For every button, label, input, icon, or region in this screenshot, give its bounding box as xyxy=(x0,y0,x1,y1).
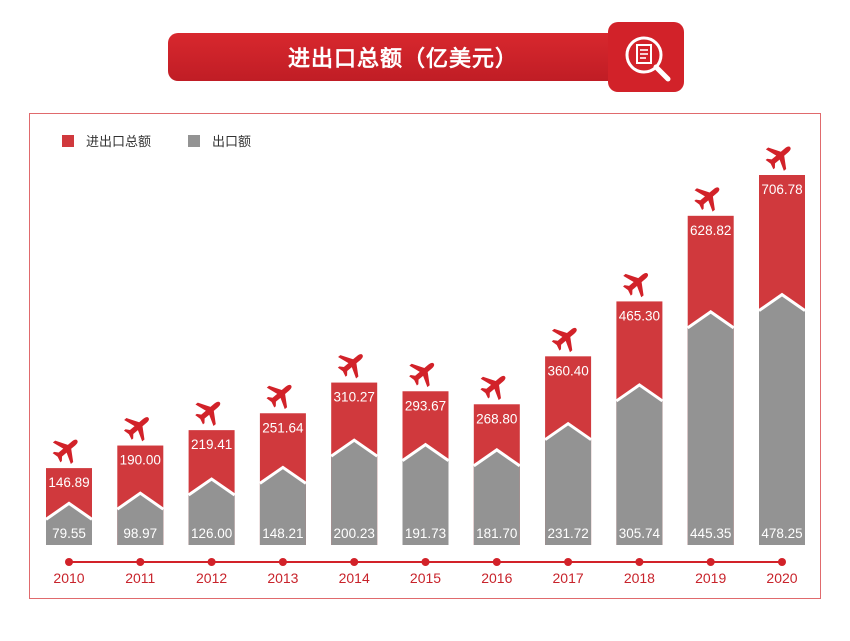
bar-divider-2020 xyxy=(758,292,806,312)
axis-dot-2015 xyxy=(421,558,430,566)
axis-dot-2018 xyxy=(635,558,644,566)
data-label-export-2020: 478.25 xyxy=(761,526,802,541)
data-label-export-2018: 305.74 xyxy=(619,526,661,541)
x-tick-label-2018: 2018 xyxy=(624,570,655,586)
x-tick-label-2019: 2019 xyxy=(695,570,726,586)
axis-dot-2019 xyxy=(706,558,715,566)
bar-divider-2017 xyxy=(544,421,592,441)
x-tick-label-2015: 2015 xyxy=(410,570,441,586)
x-tick-label-2013: 2013 xyxy=(267,570,298,586)
legend-label-export: 出口额 xyxy=(212,135,251,150)
data-label-export-2011: 98.97 xyxy=(123,526,157,541)
data-label-total-2020: 706.78 xyxy=(761,182,802,197)
data-label-export-2012: 126.00 xyxy=(191,526,232,541)
axis-dot-2012 xyxy=(207,558,216,566)
bar-divider-2011 xyxy=(116,491,165,511)
x-tick-label-2011: 2011 xyxy=(125,570,155,586)
airplane-icon xyxy=(195,401,221,427)
bar-export-2019 xyxy=(687,311,734,545)
data-label-total-2010: 146.89 xyxy=(48,475,89,490)
airplane-icon xyxy=(480,375,506,401)
data-label-total-2019: 628.82 xyxy=(690,223,731,238)
data-label-export-2016: 181.70 xyxy=(476,526,517,541)
axis-dot-2011 xyxy=(136,558,145,566)
bar-export-2018 xyxy=(616,384,663,545)
data-label-total-2011: 190.00 xyxy=(120,453,161,468)
data-label-total-2015: 293.67 xyxy=(405,398,446,413)
bar-export-2010 xyxy=(46,503,92,545)
legend: 进出口总额 出口额 xyxy=(62,135,251,150)
airplane-icon xyxy=(52,439,78,464)
bar-divider-2018 xyxy=(615,383,664,403)
bar-divider-2019 xyxy=(686,310,735,330)
data-label-export-2013: 148.21 xyxy=(262,526,303,541)
axis-dot-2014 xyxy=(350,558,359,566)
airplane-icon xyxy=(123,417,149,442)
x-axis: 2010 2011 2012 2013 2014 2015 2016 2017 2018 2019… xyxy=(53,558,798,586)
data-label-export-2014: 200.23 xyxy=(334,526,375,541)
x-tick-label-2017: 2017 xyxy=(553,570,584,586)
x-tick-label-2016: 2016 xyxy=(481,570,512,586)
x-tick-label-2020: 2020 xyxy=(766,570,797,586)
bar-export-2013 xyxy=(259,467,306,545)
page-title-banner: 进出口总额（亿美元） xyxy=(168,33,638,81)
airplane-icon xyxy=(694,187,720,212)
axis-dot-2013 xyxy=(278,558,287,566)
page-title: 进出口总额（亿美元） xyxy=(287,47,518,72)
document-search-icon xyxy=(608,22,684,92)
bar-divider-2014 xyxy=(330,438,379,458)
axis-dot-2020 xyxy=(778,558,786,566)
data-label-total-2016: 268.80 xyxy=(476,411,517,426)
x-tick-label-2010: 2010 xyxy=(53,570,84,586)
x-tick-label-2012: 2012 xyxy=(196,570,227,586)
bar-divider-2013 xyxy=(259,465,307,485)
data-label-total-2018: 465.30 xyxy=(619,308,660,323)
data-label-export-2015: 191.73 xyxy=(405,526,446,541)
bar-export-2012 xyxy=(188,479,235,545)
bar-export-2017 xyxy=(545,423,592,545)
bar-export-2016 xyxy=(473,449,520,545)
bar-export-2011 xyxy=(117,493,164,545)
bar-export-2020 xyxy=(759,294,805,545)
data-label-export-2010: 79.55 xyxy=(52,526,86,541)
airplane-icon xyxy=(266,384,292,410)
axis-dot-2010 xyxy=(65,558,73,566)
data-label-total-2017: 360.40 xyxy=(547,363,588,378)
legend-swatch-export xyxy=(188,135,200,147)
bar-divider-2010 xyxy=(45,501,93,521)
axis-dot-2017 xyxy=(564,558,573,566)
airplane-icon xyxy=(409,362,435,388)
airplane-icon xyxy=(623,272,649,298)
chart-frame xyxy=(29,113,821,599)
data-label-export-2017: 231.72 xyxy=(547,526,588,541)
airplane-icon xyxy=(551,327,577,353)
legend-label-total: 进出口总额 xyxy=(86,135,151,150)
data-label-total-2013: 251.64 xyxy=(262,420,304,435)
airplane-icon xyxy=(337,354,363,379)
bars-group: 146.89 79.55 190.00 98.97 219.41 126.00 251.64… xyxy=(45,146,806,545)
bar-divider-2016 xyxy=(472,448,521,468)
legend-swatch-total xyxy=(62,135,74,147)
airplane-icon xyxy=(765,146,791,171)
document-search-icon-graphic xyxy=(625,36,671,82)
axis-dot-2016 xyxy=(492,558,501,566)
x-tick-label-2014: 2014 xyxy=(339,570,370,586)
data-label-total-2012: 219.41 xyxy=(191,437,232,452)
bar-divider-2012 xyxy=(187,477,236,497)
data-label-total-2014: 310.27 xyxy=(334,390,375,405)
bar-divider-2015 xyxy=(401,442,450,462)
bar-export-2014 xyxy=(331,440,378,545)
data-label-export-2019: 445.35 xyxy=(690,526,731,541)
bar-export-2015 xyxy=(402,444,449,545)
